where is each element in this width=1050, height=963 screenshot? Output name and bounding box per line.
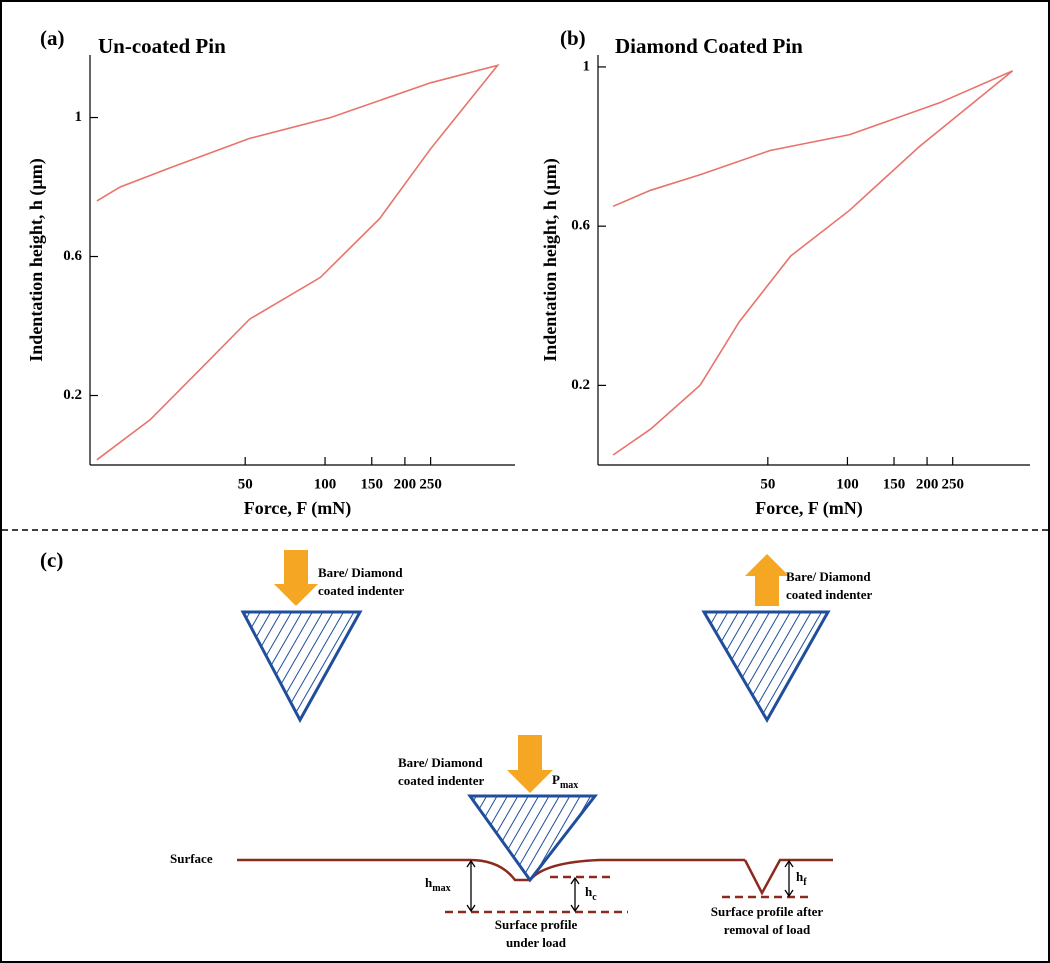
panel-label: (b) [560, 26, 586, 50]
load-arrow [274, 550, 318, 606]
x-tick-label: 150 [361, 476, 384, 492]
indenter-label: Bare/ Diamond [398, 755, 483, 770]
x-tick-label: 100 [314, 476, 337, 492]
data-line [96, 64, 500, 461]
y-tick-label: 1 [75, 109, 83, 125]
x-axis-label: Force, F (mN) [755, 498, 862, 519]
y-tick-label: 0.2 [63, 387, 82, 403]
profile-label: Surface profile after [711, 904, 824, 919]
x-tick-label: 100 [836, 476, 859, 492]
indenter [240, 610, 363, 724]
hmax-symbol: h [425, 875, 433, 890]
unload-arrow [745, 554, 789, 606]
surface-line [237, 858, 745, 882]
y-tick-label: 0.6 [63, 248, 82, 264]
profile-label: Surface profile [495, 917, 578, 932]
indenter [701, 610, 831, 724]
x-tick-label: 150 [883, 476, 906, 492]
chart-title: Diamond Coated Pin [615, 34, 803, 58]
hmax-label: hmax [425, 875, 451, 894]
hf-label: hf [796, 869, 807, 888]
hf-symbol: h [796, 869, 804, 884]
indenter-label: coated indenter [318, 583, 405, 598]
profile-label: under load [506, 935, 567, 950]
chart-title: Un-coated Pin [98, 34, 226, 58]
y-axis-label: Indentation height, h (µm) [540, 158, 561, 361]
profile-label: removal of load [724, 922, 811, 937]
x-tick-label: 50 [760, 476, 775, 492]
diagram: (c) Bare/ Diamond coated indenter Bare/ … [40, 548, 873, 950]
panel-label: (c) [40, 548, 63, 572]
load-symbol: P [552, 772, 560, 787]
x-tick-label: 250 [419, 476, 442, 492]
residual-profile [743, 858, 833, 896]
y-tick-label: 1 [583, 58, 591, 74]
x-axis-label: Force, F (mN) [244, 498, 351, 519]
hc-symbol: h [585, 884, 593, 899]
hc-label: hc [585, 884, 597, 903]
indenter-label: coated indenter [398, 773, 485, 788]
indenter-label: Bare/ Diamond [318, 565, 403, 580]
y-tick-label: 0.6 [571, 218, 590, 234]
load-subscript: max [560, 780, 578, 791]
data-line [612, 70, 1014, 456]
x-tick-label: 200 [394, 476, 417, 492]
hf-subscript: f [803, 877, 807, 888]
x-tick-label: 50 [238, 476, 253, 492]
panel-label: (a) [40, 26, 65, 50]
indenter-label: coated indenter [786, 587, 873, 602]
indenter [467, 794, 599, 883]
y-axis-label: Indentation height, h (µm) [26, 158, 47, 361]
load-arrow [507, 735, 553, 793]
y-tick-label: 0.2 [571, 377, 590, 393]
indenter-label: Bare/ Diamond [786, 569, 871, 584]
hmax-subscript: max [432, 883, 450, 894]
hc-subscript: c [592, 892, 597, 903]
load-label: Pmax [552, 772, 578, 791]
dimension-arrows [466, 859, 794, 913]
surface-label: Surface [170, 851, 213, 866]
x-tick-label: 200 [916, 476, 939, 492]
x-tick-label: 250 [941, 476, 964, 492]
